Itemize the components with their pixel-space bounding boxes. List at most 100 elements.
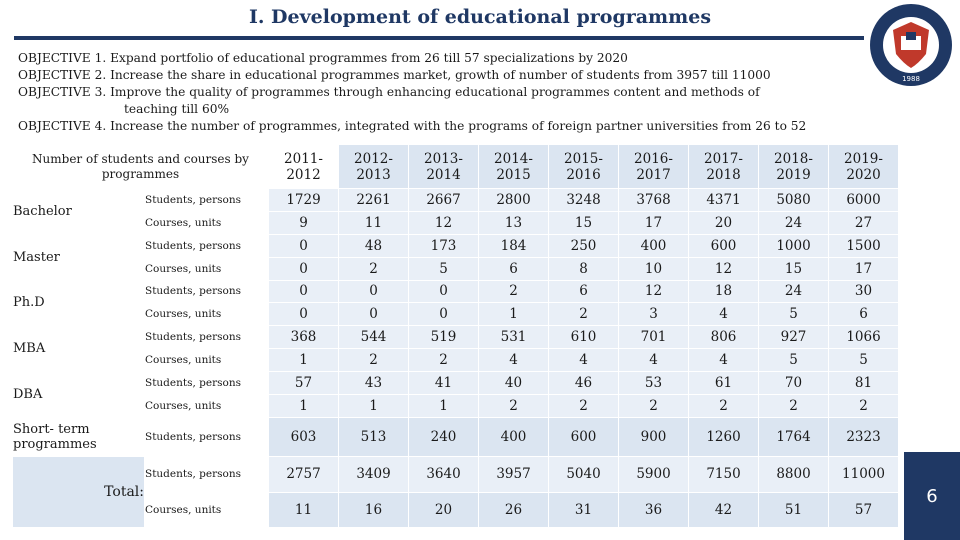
courses-value: 5 [408, 256, 479, 281]
year-header: 2017- 2018 [688, 144, 759, 189]
metric-label: Students, persons [144, 325, 269, 350]
total-students-value: 7150 [688, 456, 759, 493]
students-value: 30 [828, 279, 899, 304]
students-value: 24 [758, 279, 829, 304]
students-value: 2667 [408, 188, 479, 212]
metric-label: Courses, units [144, 348, 269, 372]
students-value: 610 [548, 325, 619, 350]
objective-1: OBJECTIVE 1. Expand portfolio of educati… [18, 51, 628, 65]
metric-label: Students, persons [144, 456, 269, 493]
courses-value: 0 [408, 302, 479, 327]
table-row: Short- term programmes Students, persons 6… [12, 416, 899, 458]
students-value: 48 [338, 233, 409, 258]
courses-value: 5 [758, 348, 829, 372]
programme-name: DBA [12, 371, 145, 418]
students-value: 46 [548, 371, 619, 395]
courses-value: 20 [688, 210, 759, 235]
university-logo: 1988 [870, 4, 952, 86]
students-value: 400 [618, 233, 689, 258]
total-courses-value: 51 [758, 491, 829, 529]
metric-label: Courses, units [144, 256, 269, 281]
courses-value: 15 [548, 210, 619, 235]
students-value: 0 [338, 279, 409, 304]
metric-label: Courses, units [144, 302, 269, 327]
total-students-value: 8800 [758, 456, 829, 493]
students-value: 2 [478, 279, 549, 304]
table-row: Courses, units 9 11 12 13 15 17 20 24 27 [13, 210, 899, 235]
table-row: Bachelor Students, persons 1729 2261 2667 280… [12, 188, 899, 235]
courses-value: 11 [338, 210, 409, 235]
courses-value: 2 [408, 348, 479, 372]
students-value: 2800 [478, 188, 549, 212]
courses-value: 1 [268, 393, 339, 418]
objective-3-continued: teaching till 60% [124, 102, 230, 116]
metric-label: Students, persons [144, 416, 269, 458]
programmes-table: Number of students and courses by progra… [12, 144, 899, 529]
year-header: 2011-2012 [268, 144, 339, 189]
total-courses-value: 42 [688, 491, 759, 529]
courses-value: 4 [548, 348, 619, 372]
total-students-value: 5900 [618, 456, 689, 493]
courses-value: 9 [268, 210, 339, 235]
students-value: 184 [478, 233, 549, 258]
students-value: 701 [618, 325, 689, 350]
metric-label: Students, persons [144, 188, 269, 212]
page-number: 6 [904, 452, 960, 540]
courses-value: 2 [478, 393, 549, 418]
courses-value: 2 [828, 393, 899, 418]
total-label: Total: [12, 456, 145, 528]
metric-label: Courses, units [144, 210, 269, 235]
students-value: 3768 [618, 188, 689, 212]
students-value: 3248 [548, 188, 619, 212]
courses-value: 3 [618, 302, 689, 327]
courses-value: 2 [758, 393, 829, 418]
courses-value: 4 [478, 348, 549, 372]
total-students-value: 2757 [268, 456, 339, 493]
students-value: 400 [478, 416, 549, 458]
students-value: 513 [338, 416, 409, 458]
logo-year: 1988 [902, 75, 920, 83]
students-value: 4371 [688, 188, 759, 212]
courses-value: 24 [758, 210, 829, 235]
year-header: 2015- 2016 [548, 144, 619, 189]
students-value: 41 [408, 371, 479, 395]
students-value: 900 [618, 416, 689, 458]
students-value: 57 [268, 371, 339, 395]
objective-3: OBJECTIVE 3. Improve the quality of prog… [18, 85, 760, 99]
metric-label: Students, persons [144, 371, 269, 395]
metric-label: Courses, units [144, 393, 269, 418]
students-value: 1500 [828, 233, 899, 258]
courses-value: 2 [338, 348, 409, 372]
students-value: 1000 [758, 233, 829, 258]
table-row: Courses, units 1 2 2 4 4 4 4 5 5 [13, 348, 899, 372]
courses-value: 17 [618, 210, 689, 235]
students-value: 2261 [338, 188, 409, 212]
courses-value: 4 [688, 302, 759, 327]
courses-value: 6 [828, 302, 899, 327]
courses-value: 17 [828, 256, 899, 281]
total-courses-value: 11 [268, 491, 339, 529]
students-value: 0 [268, 279, 339, 304]
total-courses-value: 26 [478, 491, 549, 529]
courses-value: 5 [828, 348, 899, 372]
courses-value: 4 [688, 348, 759, 372]
students-value: 43 [338, 371, 409, 395]
total-courses-value: 57 [828, 491, 899, 529]
table-row: Courses, units 11 16 20 26 31 36 42 51 57 [13, 491, 899, 529]
courses-value: 1 [408, 393, 479, 418]
courses-value: 27 [828, 210, 899, 235]
students-value: 603 [268, 416, 339, 458]
courses-value: 8 [548, 256, 619, 281]
courses-value: 6 [478, 256, 549, 281]
programme-name: Short- term programmes [12, 416, 145, 458]
total-students-value: 3957 [478, 456, 549, 493]
year-header: 2012- 2013 [338, 144, 409, 189]
students-value: 0 [408, 279, 479, 304]
students-value: 368 [268, 325, 339, 350]
courses-value: 4 [618, 348, 689, 372]
students-value: 6 [548, 279, 619, 304]
page-title: I. Development of educational programmes [248, 6, 712, 28]
courses-value: 12 [408, 210, 479, 235]
courses-value: 2 [548, 393, 619, 418]
total-courses-value: 20 [408, 491, 479, 529]
